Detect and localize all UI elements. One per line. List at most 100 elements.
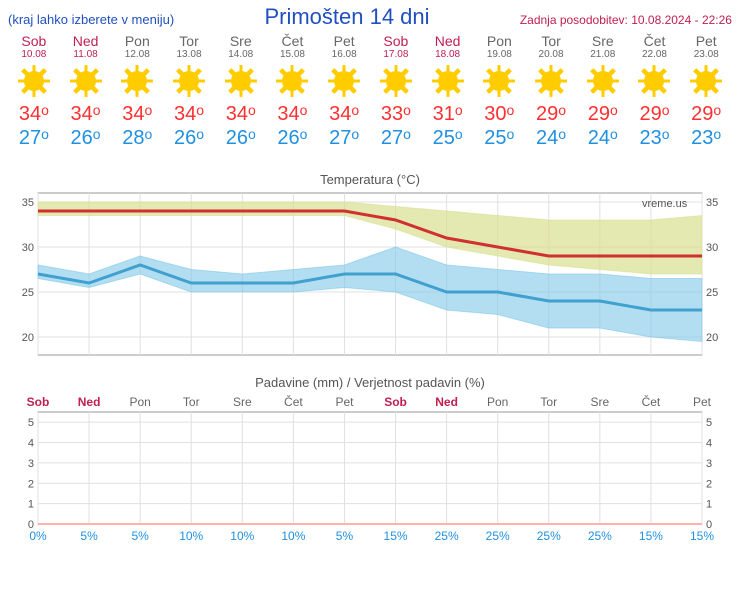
svg-text:15%: 15% bbox=[639, 529, 663, 542]
day-name: Tor bbox=[163, 34, 215, 49]
svg-text:Sre: Sre bbox=[591, 395, 610, 409]
temp-low: 26o bbox=[267, 126, 319, 150]
svg-text:5: 5 bbox=[706, 418, 712, 430]
svg-text:2: 2 bbox=[706, 479, 712, 491]
svg-text:Sob: Sob bbox=[27, 395, 50, 409]
weather-icon-cell bbox=[215, 64, 267, 98]
temp-low: 23o bbox=[629, 126, 681, 150]
day-date: 12.08 bbox=[111, 49, 163, 60]
temp-high: 29o bbox=[525, 102, 577, 126]
day-col: Ned18.0831o25o bbox=[422, 32, 474, 156]
svg-text:25%: 25% bbox=[537, 529, 561, 542]
day-col: Sob10.0834o27o bbox=[8, 32, 60, 156]
svg-text:4: 4 bbox=[706, 438, 712, 450]
temp-high: 34o bbox=[163, 102, 215, 126]
sun-icon bbox=[489, 71, 509, 91]
svg-text:25: 25 bbox=[22, 287, 34, 299]
weather-icon-cell bbox=[525, 64, 577, 98]
day-date: 14.08 bbox=[215, 49, 267, 60]
day-col: Tor20.0829o24o bbox=[525, 32, 577, 156]
svg-text:10%: 10% bbox=[281, 529, 305, 542]
sun-icon bbox=[231, 71, 251, 91]
svg-text:2: 2 bbox=[28, 479, 34, 491]
sun-icon bbox=[644, 71, 664, 91]
temp-low: 26o bbox=[163, 126, 215, 150]
temp-high: 34o bbox=[318, 102, 370, 126]
svg-text:5%: 5% bbox=[336, 529, 354, 542]
temp-chart-section: Temperatura (°C) 2020252530303535vreme.u… bbox=[0, 156, 740, 359]
svg-text:0%: 0% bbox=[29, 529, 47, 542]
day-date: 21.08 bbox=[577, 49, 629, 60]
day-name: Ned bbox=[422, 34, 474, 49]
day-date: 23.08 bbox=[680, 49, 732, 60]
weather-icon-cell bbox=[370, 64, 422, 98]
day-col: Pet23.0829o23o bbox=[680, 32, 732, 156]
day-col: Sre21.08 29o24o bbox=[577, 32, 629, 156]
svg-text:vreme.us: vreme.us bbox=[642, 198, 688, 210]
day-col: Tor13.08 34o26o bbox=[163, 32, 215, 156]
day-date: 10.08 bbox=[8, 49, 60, 60]
svg-text:35: 35 bbox=[22, 197, 34, 209]
temp-high: 34o bbox=[111, 102, 163, 126]
day-col: Ned11.0834o26o bbox=[60, 32, 112, 156]
weather-icon-cell bbox=[318, 64, 370, 98]
temp-high: 29o bbox=[680, 102, 732, 126]
sun-icon bbox=[541, 71, 561, 91]
temp-low: 24o bbox=[525, 126, 577, 150]
sun-icon bbox=[179, 71, 199, 91]
precip-chart-section: Padavine (mm) / Verjetnost padavin (%) S… bbox=[0, 359, 740, 542]
weather-icon-cell bbox=[111, 64, 163, 98]
day-date: 20.08 bbox=[525, 49, 577, 60]
svg-text:1: 1 bbox=[706, 499, 712, 511]
weather-icon-cell bbox=[267, 64, 319, 98]
last-update: Zadnja posodobitev: 10.08.2024 - 22:26 bbox=[520, 13, 732, 27]
day-name: Čet bbox=[267, 34, 319, 49]
temp-high: 33o bbox=[370, 102, 422, 126]
weather-icon-cell bbox=[629, 64, 681, 98]
day-date: 19.08 bbox=[473, 49, 525, 60]
day-name: Sre bbox=[215, 34, 267, 49]
day-name: Pon bbox=[473, 34, 525, 49]
day-name: Ned bbox=[60, 34, 112, 49]
temp-low: 23o bbox=[680, 126, 732, 150]
precip-chart: SobNedPonTorSreČetPetSobNedPonTorSreČetP… bbox=[8, 392, 732, 542]
temp-high: 34o bbox=[267, 102, 319, 126]
day-date: 16.08 bbox=[318, 49, 370, 60]
page-title: Primošten 14 dni bbox=[264, 4, 429, 30]
svg-text:1: 1 bbox=[28, 499, 34, 511]
svg-text:Pet: Pet bbox=[693, 395, 712, 409]
svg-text:Čet: Čet bbox=[284, 394, 303, 409]
svg-text:15%: 15% bbox=[690, 529, 714, 542]
svg-text:Sre: Sre bbox=[233, 395, 252, 409]
svg-text:4: 4 bbox=[28, 438, 34, 450]
temp-high: 31o bbox=[422, 102, 474, 126]
day-date: 17.08 bbox=[370, 49, 422, 60]
sun-icon bbox=[127, 71, 147, 91]
svg-text:15%: 15% bbox=[384, 529, 408, 542]
day-date: 15.08 bbox=[267, 49, 319, 60]
day-date: 13.08 bbox=[163, 49, 215, 60]
day-name: Sre bbox=[577, 34, 629, 49]
svg-text:10%: 10% bbox=[179, 529, 203, 542]
svg-text:25%: 25% bbox=[486, 529, 510, 542]
svg-text:3: 3 bbox=[706, 458, 712, 470]
temp-high: 29o bbox=[577, 102, 629, 126]
temp-chart: 2020252530303535vreme.us bbox=[8, 189, 732, 359]
weather-icon-cell bbox=[60, 64, 112, 98]
svg-text:Pet: Pet bbox=[335, 395, 354, 409]
temp-high: 29o bbox=[629, 102, 681, 126]
sun-icon bbox=[334, 71, 354, 91]
svg-text:10%: 10% bbox=[230, 529, 254, 542]
temp-high: 34o bbox=[215, 102, 267, 126]
temp-low: 27o bbox=[318, 126, 370, 150]
header: (kraj lahko izberete v meniju) Primošten… bbox=[0, 0, 740, 32]
temp-chart-title: Temperatura (°C) bbox=[8, 172, 732, 187]
weather-icon-cell bbox=[473, 64, 525, 98]
temp-low: 24o bbox=[577, 126, 629, 150]
weather-icon-cell bbox=[577, 64, 629, 98]
day-name: Sob bbox=[8, 34, 60, 49]
temp-high: 34o bbox=[60, 102, 112, 126]
sun-icon bbox=[696, 71, 716, 91]
temp-low: 27o bbox=[8, 126, 60, 150]
svg-text:Čet: Čet bbox=[642, 394, 661, 409]
